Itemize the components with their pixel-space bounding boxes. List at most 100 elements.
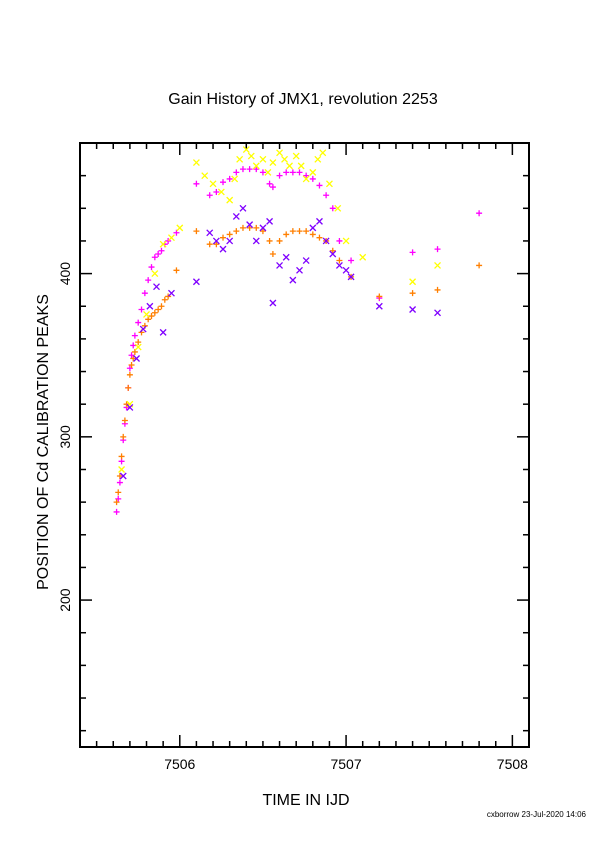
data-point: [141, 290, 148, 297]
data-point: [296, 228, 303, 235]
data-point: [296, 266, 303, 274]
data-point: [173, 267, 180, 274]
data-point: [220, 179, 227, 186]
data-point: [316, 182, 323, 189]
data-point: [213, 241, 220, 248]
data-point: [119, 472, 127, 480]
data-point: [289, 276, 297, 284]
data-point: [120, 433, 127, 440]
data-point: [309, 168, 317, 176]
data-point: [309, 231, 316, 238]
data-point: [123, 401, 130, 408]
plot-frame: [79, 142, 530, 748]
data-point: [269, 184, 276, 191]
data-point: [217, 188, 225, 196]
series-3: [118, 146, 441, 473]
data-point: [239, 224, 246, 231]
data-point: [259, 228, 266, 235]
data-point: [161, 296, 168, 303]
data-point: [159, 328, 167, 336]
data-point: [434, 246, 441, 253]
data-point: [286, 162, 293, 170]
data-point: [302, 257, 310, 264]
data-point: [159, 240, 167, 248]
data-point: [325, 180, 333, 188]
data-point: [158, 247, 165, 254]
data-point: [116, 473, 123, 480]
data-point: [209, 180, 217, 188]
data-point: [259, 224, 267, 232]
data-point: [342, 237, 350, 245]
data-point: [143, 310, 150, 318]
data-point: [316, 217, 323, 225]
data-point: [253, 166, 260, 173]
x-tick-label: 7508: [497, 756, 528, 772]
x-axis-label: TIME IN IJD: [262, 792, 349, 809]
data-point: [118, 453, 125, 460]
data-point: [359, 253, 367, 261]
data-point: [292, 152, 300, 160]
data-point: [322, 237, 330, 245]
data-point: [226, 196, 234, 204]
data-point: [269, 251, 276, 258]
data-point: [329, 250, 337, 258]
data-point: [476, 262, 483, 269]
data-point: [246, 221, 254, 229]
data-point: [409, 306, 417, 313]
data-point: [135, 319, 142, 326]
data-point: [115, 495, 122, 502]
data-point: [409, 249, 416, 256]
data-point: [239, 166, 246, 173]
data-point: [259, 155, 267, 163]
data-point: [259, 169, 266, 176]
data-point: [133, 355, 141, 362]
data-point: [206, 229, 214, 237]
data-point: [118, 466, 126, 473]
data-point: [212, 237, 220, 245]
data-point: [376, 293, 383, 300]
data-point: [220, 234, 227, 241]
y-axis-label: POSITION OF Cd CALIBRATION PEAKS: [35, 294, 52, 590]
data-point: [296, 169, 303, 176]
data-point: [125, 384, 132, 391]
data-point: [219, 245, 227, 253]
data-point: [176, 224, 184, 232]
x-tick-label: 7506: [164, 756, 195, 772]
data-point: [206, 192, 213, 199]
data-point: [131, 332, 138, 339]
data-point: [131, 348, 138, 355]
data-point: [233, 169, 240, 176]
data-point: [233, 228, 240, 235]
data-point: [281, 155, 289, 163]
data-point: [121, 417, 128, 424]
data-point: [155, 251, 162, 258]
data-point: [276, 172, 283, 179]
data-point: [282, 253, 290, 261]
data-point: [264, 168, 272, 176]
data-point: [192, 159, 200, 167]
data-point: [303, 172, 310, 179]
data-point: [434, 309, 441, 317]
data-point: [126, 371, 133, 378]
y-tick-label: 300: [57, 425, 73, 449]
data-point: [151, 309, 158, 316]
data-point: [206, 241, 213, 248]
data-point: [253, 224, 260, 231]
data-point: [297, 162, 305, 170]
data-point: [165, 237, 172, 244]
data-point: [128, 362, 135, 369]
data-point: [316, 234, 323, 241]
data-point: [283, 231, 290, 238]
data-point: [146, 302, 154, 310]
data-point: [148, 264, 155, 271]
y-tick-label: 200: [57, 588, 73, 612]
data-point: [329, 247, 336, 254]
series-4: [119, 204, 441, 480]
data-point: [151, 254, 158, 261]
x-tick-label: 7507: [330, 756, 361, 772]
data-point: [323, 192, 330, 199]
tick-labels: 7506 7507 7508 200 300 400: [57, 262, 528, 772]
data-point: [139, 325, 147, 333]
data-point: [126, 365, 133, 372]
data-point: [409, 278, 417, 286]
